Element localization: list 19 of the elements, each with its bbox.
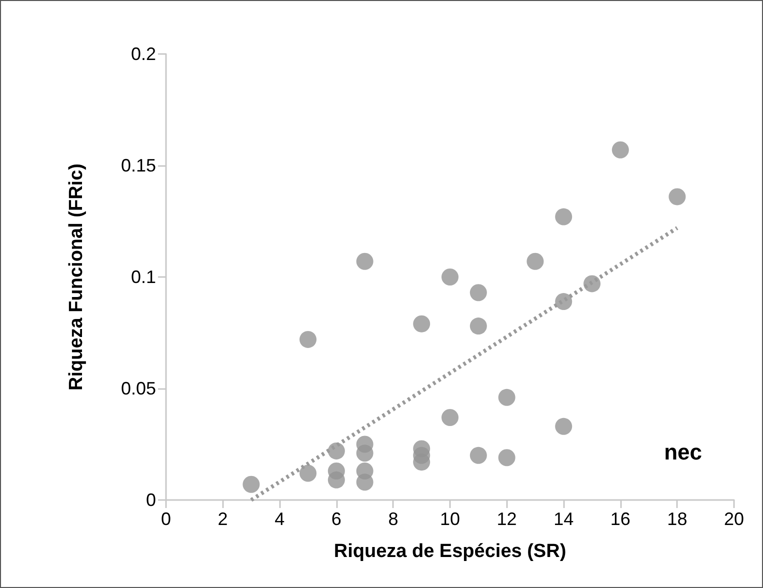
y-tick-label: 0.05 xyxy=(120,378,156,398)
x-tick-label: 10 xyxy=(440,509,460,529)
x-tick-label: 0 xyxy=(160,509,172,529)
x-tick-label: 18 xyxy=(667,509,688,529)
y-tick-label: 0.15 xyxy=(120,156,156,176)
y-tick-label: 0.2 xyxy=(130,44,156,64)
x-tick-label: 8 xyxy=(388,509,398,529)
y-tick-label: 0.1 xyxy=(130,267,156,287)
x-tick-label: 4 xyxy=(274,509,285,529)
x-tick-label: 16 xyxy=(610,509,630,529)
y-tick-label: 0 xyxy=(146,490,156,510)
x-tick-label: 6 xyxy=(331,509,342,529)
x-tick-label: 2 xyxy=(218,509,228,529)
x-tick-label: 12 xyxy=(496,509,517,529)
x-tick-label: 20 xyxy=(724,509,744,529)
x-tick-label: 14 xyxy=(554,509,574,529)
x-axis-title: Riqueza de Espécies (SR) xyxy=(334,541,566,562)
annotation: nec xyxy=(664,440,702,464)
y-axis-title: Riqueza Funcional (FRic) xyxy=(66,164,87,390)
